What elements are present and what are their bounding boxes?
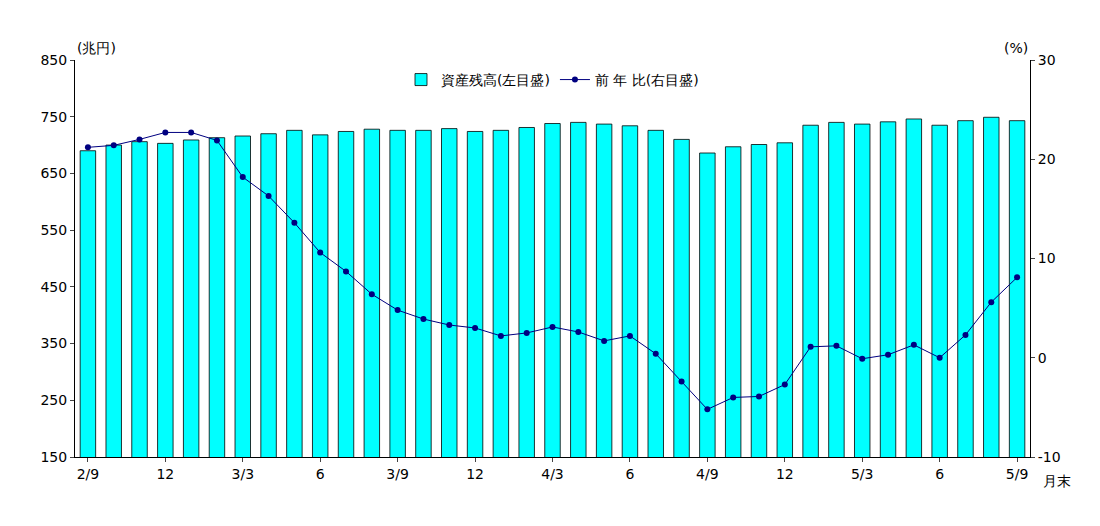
svg-text:12: 12 — [156, 466, 174, 482]
svg-text:資産残高(左目盛): 資産残高(左目盛) — [441, 72, 550, 88]
svg-text:750: 750 — [40, 109, 67, 125]
svg-text:5/9: 5/9 — [1006, 466, 1029, 482]
svg-text:(兆円): (兆円) — [77, 40, 116, 56]
svg-text:4/9: 4/9 — [696, 466, 719, 482]
svg-text:250: 250 — [40, 392, 67, 408]
svg-text:6: 6 — [935, 466, 944, 482]
svg-text:-10: -10 — [1038, 449, 1061, 465]
svg-text:10: 10 — [1038, 250, 1056, 266]
svg-text:2/9: 2/9 — [77, 466, 100, 482]
svg-text:150: 150 — [40, 449, 67, 465]
svg-text:350: 350 — [40, 335, 67, 351]
svg-text:20: 20 — [1038, 151, 1056, 167]
svg-text:12: 12 — [776, 466, 794, 482]
svg-text:(%): (%) — [1004, 40, 1028, 56]
svg-text:0: 0 — [1038, 350, 1047, 366]
svg-text:6: 6 — [625, 466, 634, 482]
svg-text:3/3: 3/3 — [232, 466, 255, 482]
svg-text:450: 450 — [40, 279, 67, 295]
svg-text:4/3: 4/3 — [541, 466, 564, 482]
svg-text:12: 12 — [466, 466, 484, 482]
svg-text:月末: 月末 — [1043, 473, 1071, 489]
svg-text:850: 850 — [40, 52, 67, 68]
svg-text:3/9: 3/9 — [386, 466, 409, 482]
svg-text:前 年 比(右目盛): 前 年 比(右目盛) — [595, 72, 699, 88]
svg-text:5/3: 5/3 — [851, 466, 874, 482]
svg-text:550: 550 — [40, 222, 67, 238]
svg-text:6: 6 — [316, 466, 325, 482]
svg-text:30: 30 — [1038, 52, 1056, 68]
svg-text:650: 650 — [40, 165, 67, 181]
